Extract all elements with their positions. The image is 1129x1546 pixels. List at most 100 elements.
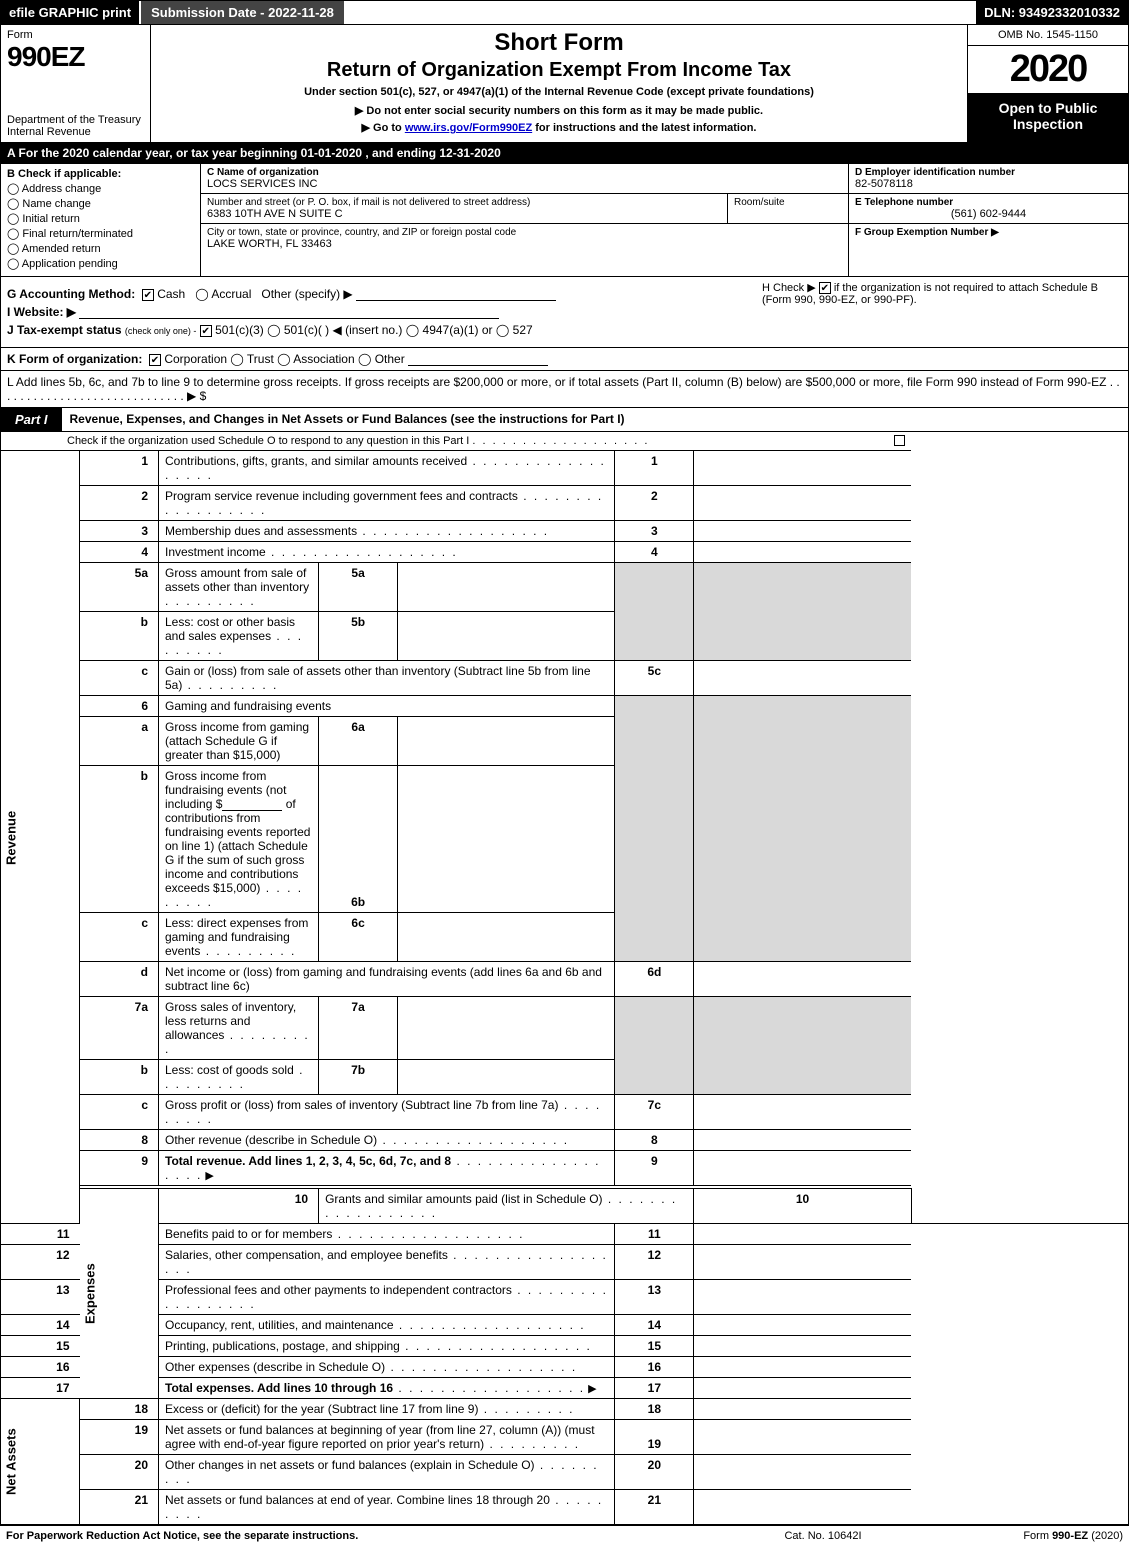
line-3: 3Membership dues and assessments3 xyxy=(1,521,1129,542)
line-8: 8Other revenue (describe in Schedule O)8 xyxy=(1,1130,1129,1151)
dots xyxy=(200,944,296,958)
line5b-amt[interactable] xyxy=(398,612,615,661)
part1-header: Part I Revenue, Expenses, and Changes in… xyxy=(0,408,1129,432)
line6d-amt[interactable] xyxy=(694,962,911,997)
G-other-label: Other (specify) ▶ xyxy=(261,287,352,301)
K-opts: Corporation ◯ Trust ◯ Association ◯ Othe… xyxy=(164,352,404,366)
line5a-amt[interactable] xyxy=(398,563,615,612)
row-L: L Add lines 5b, 6c, and 7b to line 9 to … xyxy=(0,371,1129,408)
row-K: K Form of organization: Corporation ◯ Tr… xyxy=(0,348,1129,371)
J-501c3-checkbox[interactable] xyxy=(200,325,212,337)
footer-right: Form 990-EZ (2020) xyxy=(923,1530,1123,1542)
chk-name-change-label: Name change xyxy=(22,198,91,210)
line15-amt[interactable] xyxy=(694,1336,911,1357)
dots xyxy=(266,545,458,559)
dots xyxy=(377,1133,569,1147)
line18-amt[interactable] xyxy=(694,1399,911,1420)
chk-amended-return-label: Amended return xyxy=(22,243,101,255)
G-other-input[interactable] xyxy=(356,287,556,301)
line-7a: 7aGross sales of inventory, less returns… xyxy=(1,997,1129,1060)
line6a-amt[interactable] xyxy=(398,717,615,766)
line4-amt[interactable] xyxy=(694,542,911,563)
line-6b: bGross income from fundraising events (n… xyxy=(1,766,1129,913)
city-label: City or town, state or province, country… xyxy=(207,227,842,238)
dept-line1: Department of the Treasury xyxy=(7,114,141,126)
line6b-amt[interactable] xyxy=(398,766,615,913)
line6b-input[interactable] xyxy=(222,797,282,811)
line-20: 20Other changes in net assets or fund ba… xyxy=(1,1455,1129,1490)
K-other-input[interactable] xyxy=(408,352,548,366)
line21-desc: Net assets or fund balances at end of ye… xyxy=(165,1493,550,1507)
chk-address-change[interactable]: ◯ Address change xyxy=(7,182,194,195)
G-cash-checkbox[interactable] xyxy=(142,289,154,301)
part1-check-row: Check if the organization used Schedule … xyxy=(1,432,1129,451)
line18-desc: Excess or (deficit) for the year (Subtra… xyxy=(165,1402,478,1416)
line4-desc: Investment income xyxy=(165,545,266,559)
street-label: Number and street (or P. O. box, if mail… xyxy=(207,197,721,208)
H-checkbox[interactable] xyxy=(819,282,831,294)
line8-amt[interactable] xyxy=(694,1130,911,1151)
line11-desc: Benefits paid to or for members xyxy=(165,1227,332,1241)
part1-tab: Part I xyxy=(1,408,62,431)
line7b-desc: Less: cost of goods sold xyxy=(165,1063,294,1077)
line9-amt[interactable] xyxy=(694,1151,911,1186)
line17-amt[interactable] xyxy=(694,1378,911,1399)
H-pre: H Check ▶ xyxy=(762,282,816,294)
line-15: 15Printing, publications, postage, and s… xyxy=(1,1336,1129,1357)
line12-amt[interactable] xyxy=(694,1245,911,1280)
line7c-amt[interactable] xyxy=(694,1095,911,1130)
notice2-pre: ▶ Go to xyxy=(362,122,405,134)
line10-amt[interactable] xyxy=(911,1189,1128,1224)
line21-amt[interactable] xyxy=(694,1490,911,1525)
J-label: J Tax-exempt status xyxy=(7,323,122,337)
line16-amt[interactable] xyxy=(694,1357,911,1378)
line6c-amt[interactable] xyxy=(398,913,615,962)
line-9: 9Total revenue. Add lines 1, 2, 3, 4, 5c… xyxy=(1,1151,1129,1186)
chk-final-return[interactable]: ◯ Final return/terminated xyxy=(7,227,194,240)
line20-amt[interactable] xyxy=(694,1455,911,1490)
I-website-input[interactable] xyxy=(79,305,499,319)
chk-application-pending[interactable]: ◯ Application pending xyxy=(7,257,194,270)
line13-amt[interactable] xyxy=(694,1280,911,1315)
line7b-amt[interactable] xyxy=(398,1060,615,1095)
I-label: I Website: ▶ xyxy=(7,305,76,319)
part1-title: Revenue, Expenses, and Changes in Net As… xyxy=(62,408,1128,431)
line-13: 13Professional fees and other payments t… xyxy=(1,1280,1129,1315)
chk-initial-return[interactable]: ◯ Initial return xyxy=(7,212,194,225)
line-7b: bLess: cost of goods sold7b xyxy=(1,1060,1129,1095)
line-5a: 5aGross amount from sale of assets other… xyxy=(1,563,1129,612)
line1-amt[interactable] xyxy=(694,451,911,486)
line-6: 6Gaming and fundraising events xyxy=(1,696,1129,717)
line-17: 17Total expenses. Add lines 10 through 1… xyxy=(1,1378,1129,1399)
part1-checkbox[interactable] xyxy=(894,435,905,446)
chk-name-change[interactable]: ◯ Name change xyxy=(7,197,194,210)
D-value: 82-5078118 xyxy=(855,178,1122,190)
footer-catno: Cat. No. 10642I xyxy=(723,1530,923,1542)
E-phone: E Telephone number (561) 602-9444 xyxy=(849,194,1128,224)
arrow-icon xyxy=(202,1168,214,1182)
line7a-amt[interactable] xyxy=(398,997,615,1060)
line5c-amt[interactable] xyxy=(694,661,911,696)
dots xyxy=(394,1318,586,1332)
form-word: Form xyxy=(7,29,144,41)
col-C-name-address: C Name of organization LOCS SERVICES INC… xyxy=(201,164,848,276)
D-label: D Employer identification number xyxy=(855,167,1122,178)
dots xyxy=(357,524,549,538)
col-DEF: D Employer identification number 82-5078… xyxy=(848,164,1128,276)
chk-amended-return[interactable]: ◯ Amended return xyxy=(7,242,194,255)
line2-amt[interactable] xyxy=(694,486,911,521)
K-label: K Form of organization: xyxy=(7,352,142,366)
section-G-to-J: H Check ▶ if the organization is not req… xyxy=(0,277,1129,348)
line3-amt[interactable] xyxy=(694,521,911,542)
dots xyxy=(385,1360,577,1374)
irs-link[interactable]: www.irs.gov/Form990EZ xyxy=(405,122,532,134)
chk-address-change-label: Address change xyxy=(22,183,102,195)
K-corporation-checkbox[interactable] xyxy=(149,354,161,366)
line-21: 21Net assets or fund balances at end of … xyxy=(1,1490,1129,1525)
efile-button[interactable]: efile GRAPHIC print xyxy=(1,1,139,24)
line11-amt[interactable] xyxy=(694,1224,911,1245)
submission-date-button[interactable]: Submission Date - 2022-11-28 xyxy=(139,1,344,24)
line19-amt[interactable] xyxy=(694,1420,911,1455)
line-5b: bLess: cost or other basis and sales exp… xyxy=(1,612,1129,661)
line14-amt[interactable] xyxy=(694,1315,911,1336)
